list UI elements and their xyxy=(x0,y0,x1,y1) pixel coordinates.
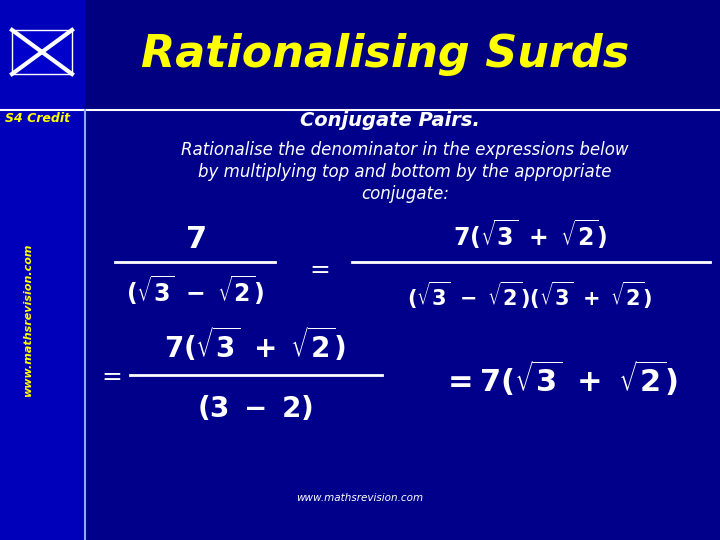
Text: $\mathbf{(\sqrt{3}\ -\ \sqrt{2})}$: $\mathbf{(\sqrt{3}\ -\ \sqrt{2})}$ xyxy=(126,273,264,307)
Text: $\mathbf{(\sqrt{3}\ -\ \sqrt{2})(\sqrt{3}\ +\ \sqrt{2})}$: $\mathbf{(\sqrt{3}\ -\ \sqrt{2})(\sqrt{3… xyxy=(408,279,652,310)
Text: S4 Credit: S4 Credit xyxy=(5,111,70,125)
Text: Rationalising Surds: Rationalising Surds xyxy=(141,33,629,77)
Text: $\mathbf{(3\ -\ 2)}$: $\mathbf{(3\ -\ 2)}$ xyxy=(197,394,313,422)
Text: $\mathbf{7}$: $\mathbf{7}$ xyxy=(184,226,205,254)
Text: $=$: $=$ xyxy=(97,363,122,387)
Text: $=$: $=$ xyxy=(305,256,330,280)
Text: conjugate:: conjugate: xyxy=(361,185,449,203)
Text: $\mathbf{=7(\sqrt{3}\ +\ \sqrt{2})}$: $\mathbf{=7(\sqrt{3}\ +\ \sqrt{2})}$ xyxy=(442,358,678,398)
Bar xyxy=(0,0,85,540)
Text: Rationalise the denominator in the expressions below: Rationalise the denominator in the expre… xyxy=(181,141,629,159)
Text: Conjugate Pairs.: Conjugate Pairs. xyxy=(300,111,480,130)
Bar xyxy=(0,0,720,110)
Text: $\mathbf{7(\sqrt{3}\ +\ \sqrt{2})}$: $\mathbf{7(\sqrt{3}\ +\ \sqrt{2})}$ xyxy=(164,326,346,365)
Bar xyxy=(12,30,72,74)
Text: $\mathbf{7(\sqrt{3}\ +\ \sqrt{2})}$: $\mathbf{7(\sqrt{3}\ +\ \sqrt{2})}$ xyxy=(453,217,607,251)
Text: www.mathsrevision.com: www.mathsrevision.com xyxy=(23,243,33,397)
Text: www.mathsrevision.com: www.mathsrevision.com xyxy=(297,493,423,503)
Text: by multiplying top and bottom by the appropriate: by multiplying top and bottom by the app… xyxy=(198,163,612,181)
